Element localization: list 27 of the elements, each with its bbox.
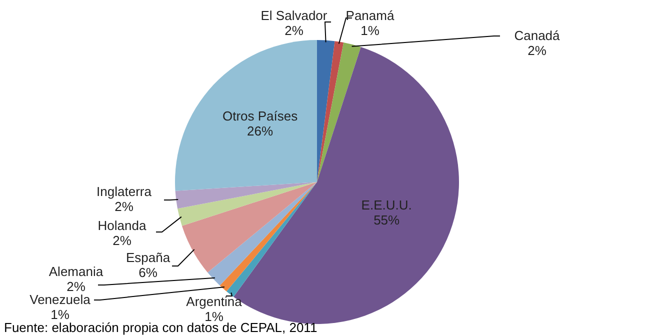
data-label: 6% bbox=[138, 265, 158, 280]
pie-slice bbox=[182, 182, 317, 273]
data-label: 2% bbox=[284, 23, 304, 38]
pie-slice bbox=[317, 40, 335, 182]
slice-label: Panamá bbox=[346, 8, 395, 23]
slice-label: Argentina bbox=[186, 294, 243, 309]
slice-label: Holanda bbox=[98, 218, 147, 233]
data-label: 2% bbox=[114, 199, 134, 214]
pie-slice bbox=[317, 42, 361, 182]
slice-label: España bbox=[126, 250, 171, 265]
pie-slice bbox=[175, 182, 317, 209]
pie-slice bbox=[317, 41, 344, 182]
data-label: 1% bbox=[360, 23, 380, 38]
slice-label: E.E.U.U. bbox=[361, 197, 412, 212]
slice-label: Alemania bbox=[48, 264, 104, 279]
data-label: 26% bbox=[247, 124, 274, 139]
data-label: 2% bbox=[528, 43, 547, 58]
slice-label: Inglaterra bbox=[96, 184, 152, 199]
pie-slice bbox=[178, 182, 317, 226]
data-label: 1% bbox=[50, 307, 70, 322]
data-label: 55% bbox=[374, 212, 400, 228]
slice-label: Otros Países bbox=[222, 108, 298, 124]
slice-label: Venezuela bbox=[30, 292, 92, 307]
data-label: 2% bbox=[66, 279, 86, 294]
slice-label: Canadá bbox=[514, 28, 561, 43]
data-label: 2% bbox=[112, 233, 132, 248]
slice-label: El Salvador bbox=[260, 8, 328, 23]
